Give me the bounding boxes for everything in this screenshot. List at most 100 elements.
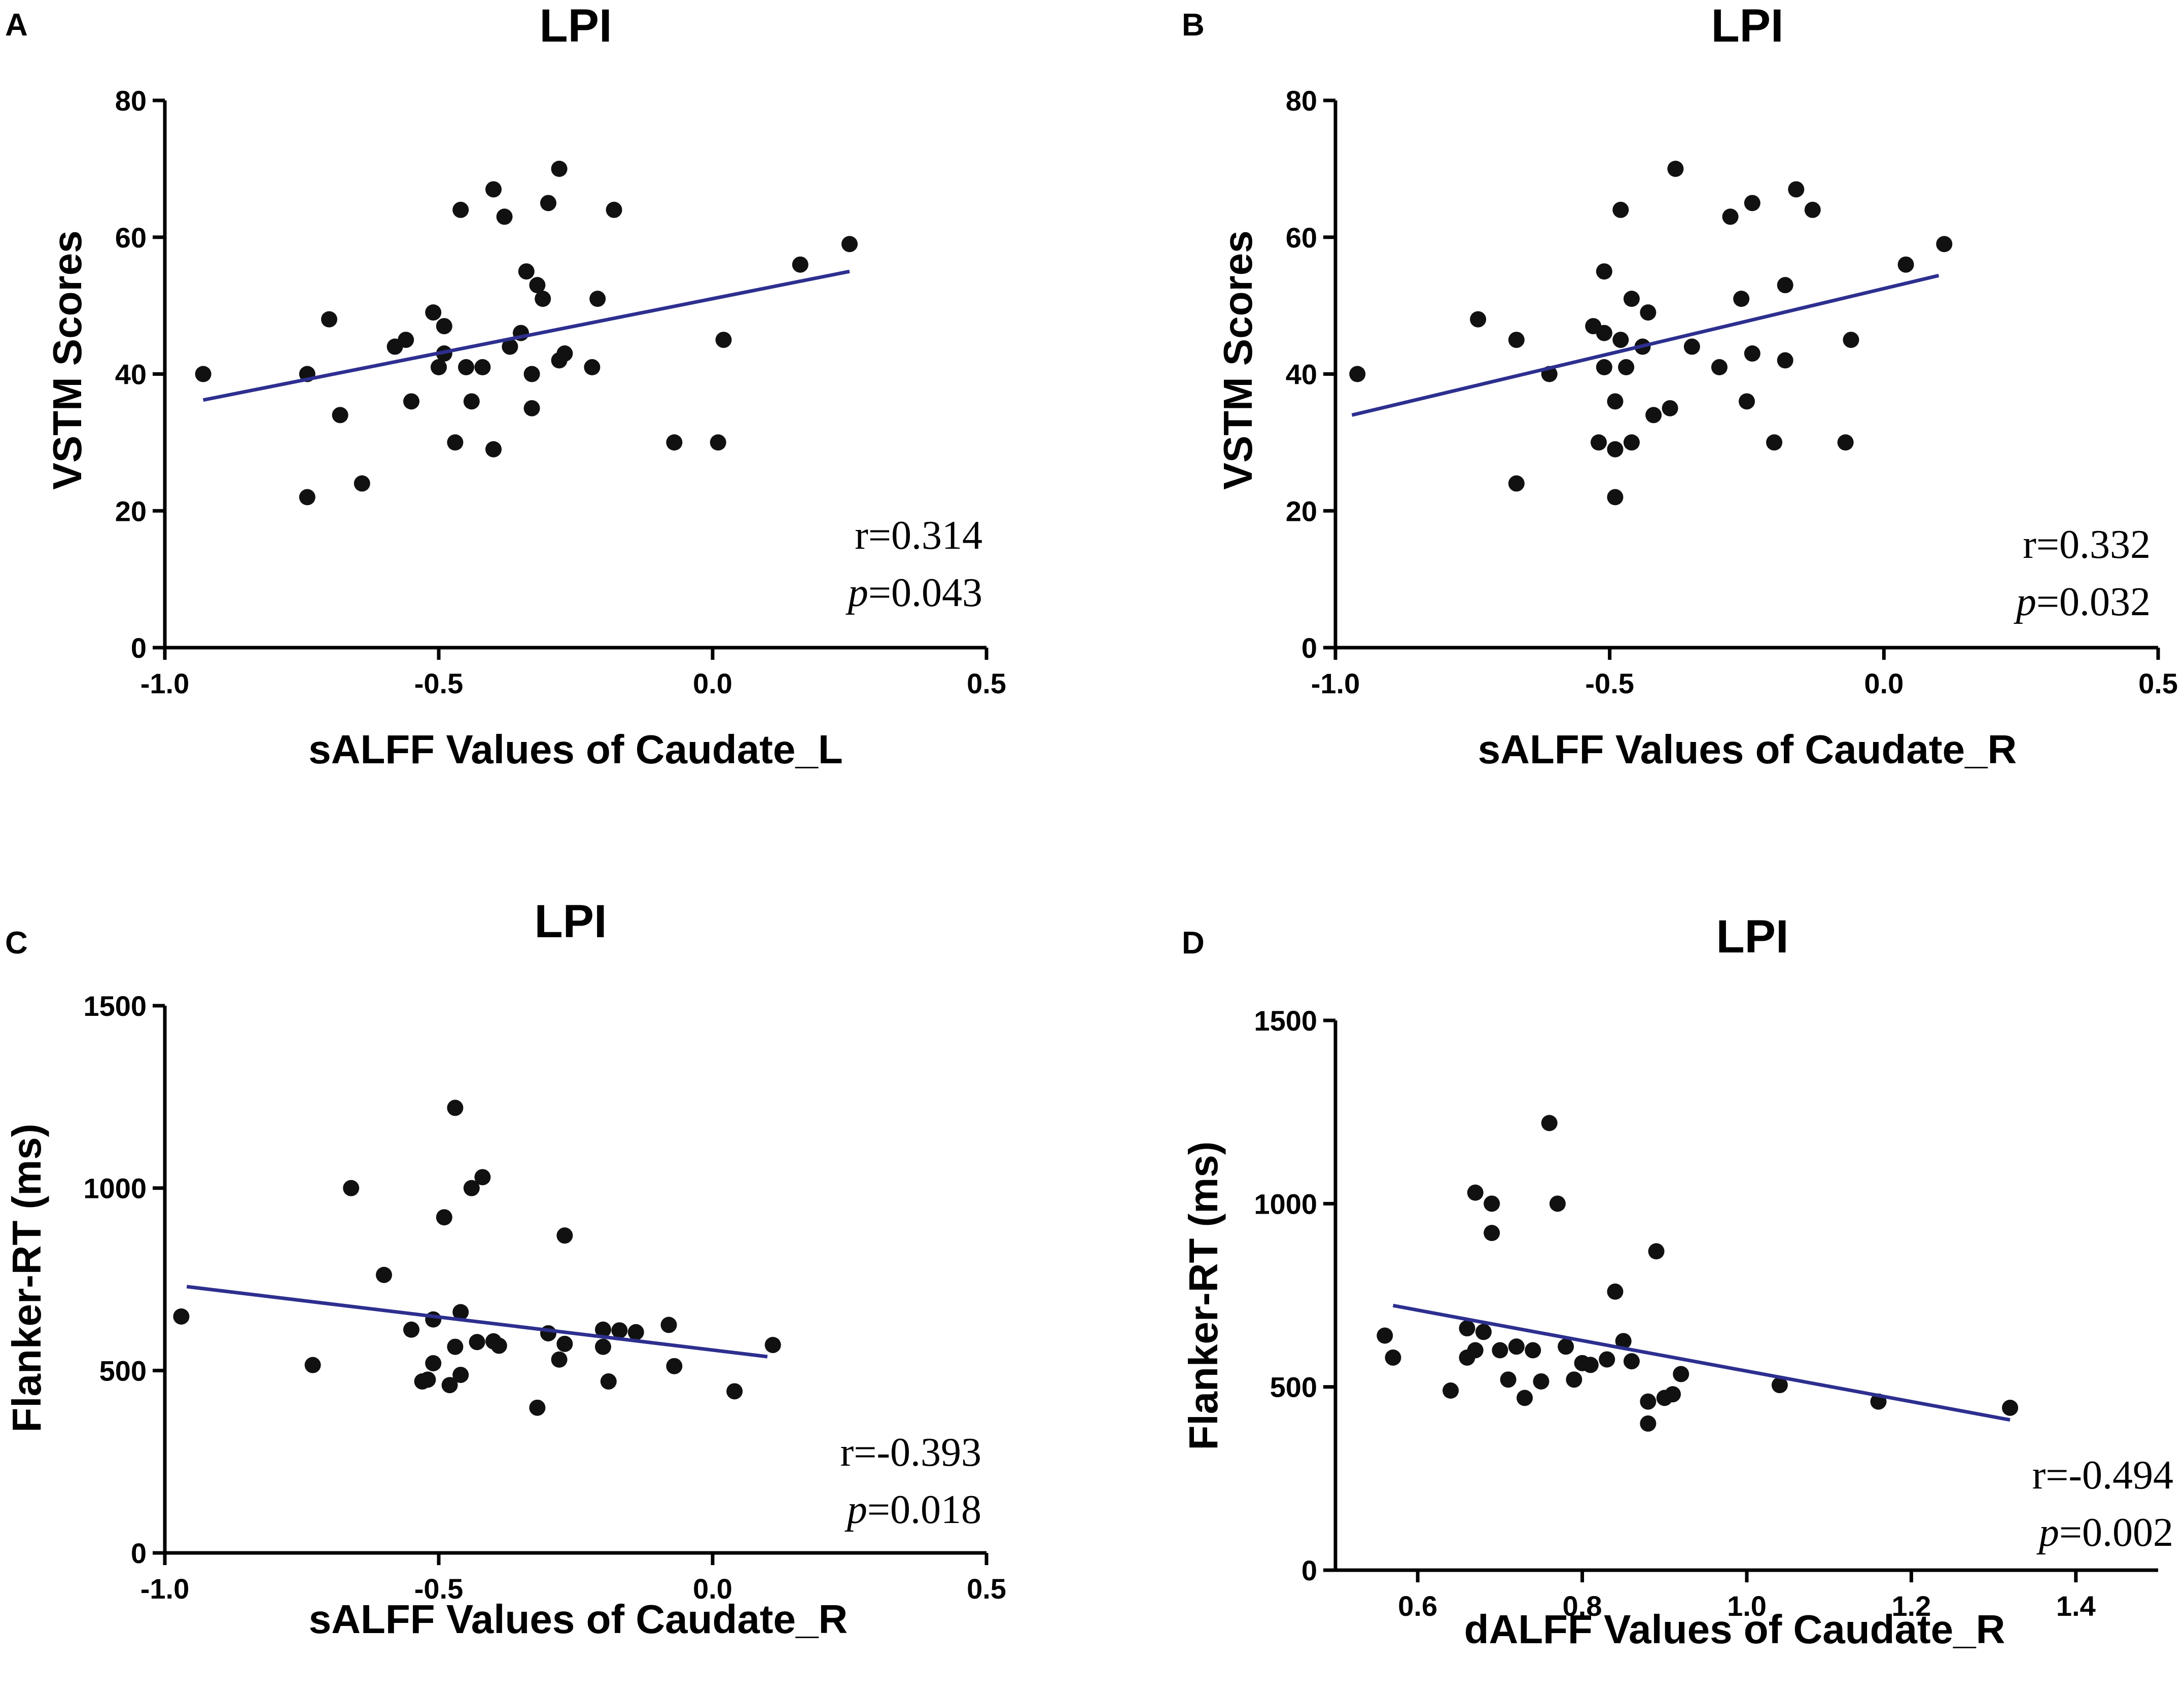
data-point xyxy=(1777,352,1793,369)
data-point xyxy=(600,1373,617,1390)
data-point xyxy=(431,359,447,376)
data-point xyxy=(1607,1283,1624,1300)
data-point xyxy=(1377,1327,1393,1344)
x-tick-label: 0.0 xyxy=(693,667,732,699)
y-tick-label: 500 xyxy=(1270,1371,1317,1403)
data-point xyxy=(1533,1373,1549,1390)
y-tick-label: 1500 xyxy=(83,990,147,1022)
data-point xyxy=(469,1334,485,1351)
y-tick-label: 60 xyxy=(1286,222,1317,254)
data-point xyxy=(1804,201,1821,218)
data-point xyxy=(666,434,683,451)
data-point xyxy=(1739,393,1755,410)
data-point xyxy=(556,1335,573,1352)
p-statistic: p=0.002 xyxy=(2036,1510,2173,1555)
panel-label: B xyxy=(1182,8,1205,43)
y-axis-label: VSTM Scores xyxy=(45,230,90,489)
data-point xyxy=(710,434,726,451)
data-point xyxy=(595,1338,611,1355)
data-point xyxy=(490,1337,507,1354)
data-point xyxy=(551,1351,568,1368)
data-point xyxy=(1766,434,1783,451)
x-tick-label: -1.0 xyxy=(140,667,190,699)
data-point xyxy=(1744,195,1760,211)
data-point xyxy=(1470,311,1487,328)
chart-title: LPI xyxy=(1716,911,1788,963)
panel-a: A LPI VSTM Scores sALFF Values of Caudat… xyxy=(5,0,1006,772)
data-point xyxy=(660,1317,677,1333)
data-point xyxy=(447,434,464,451)
data-point xyxy=(611,1322,628,1339)
data-point xyxy=(1484,1195,1500,1212)
data-point xyxy=(1683,338,1700,355)
data-point xyxy=(1566,1371,1582,1388)
p-statistic: p=0.032 xyxy=(2014,580,2151,624)
data-point xyxy=(1640,1415,1657,1432)
data-point xyxy=(518,263,535,280)
data-point xyxy=(425,304,442,321)
data-point xyxy=(1459,1320,1475,1337)
data-point xyxy=(1722,208,1739,225)
p-statistic: p=0.043 xyxy=(846,571,982,615)
p-value: =0.018 xyxy=(867,1488,981,1532)
data-point xyxy=(589,291,606,307)
data-point xyxy=(1591,434,1607,451)
data-point xyxy=(1385,1349,1401,1366)
data-point xyxy=(1667,160,1684,177)
data-point xyxy=(1788,181,1805,198)
y-tick-label: 20 xyxy=(1286,495,1317,527)
regression-line xyxy=(186,1285,768,1359)
data-point xyxy=(1843,332,1859,348)
data-point xyxy=(1596,263,1612,280)
data-point xyxy=(436,318,452,335)
data-point xyxy=(1349,366,1366,382)
data-point xyxy=(502,338,518,355)
data-point xyxy=(1645,407,1662,423)
x-tick-label: 0.8 xyxy=(1563,1590,1602,1622)
data-point xyxy=(1596,359,1612,376)
data-point xyxy=(1744,345,1760,362)
data-point xyxy=(1837,434,1854,451)
y-tick-label: 0 xyxy=(131,1537,147,1569)
x-tick-label: 1.0 xyxy=(1727,1590,1767,1622)
r-statistic: r=-0.494 xyxy=(2032,1453,2173,1498)
data-point xyxy=(452,1366,469,1383)
data-point xyxy=(1582,1357,1599,1373)
data-point xyxy=(1771,1377,1788,1394)
x-axis-label: sALFF Values of Caudate_L xyxy=(308,727,843,772)
y-axis-label: Flanker-RT (ms) xyxy=(4,1124,49,1433)
data-point xyxy=(1607,489,1624,506)
p-statistic: p=0.018 xyxy=(844,1488,981,1532)
data-point xyxy=(419,1371,436,1388)
data-point xyxy=(523,400,540,416)
panel-label: A xyxy=(5,8,28,43)
data-point xyxy=(299,489,315,506)
data-point xyxy=(726,1383,743,1400)
y-tick-label: 0 xyxy=(1301,1554,1317,1586)
data-point xyxy=(485,441,502,457)
data-point xyxy=(463,1180,480,1196)
data-point xyxy=(452,201,469,218)
data-point xyxy=(1733,291,1750,307)
data-point xyxy=(1618,359,1635,376)
data-point xyxy=(1648,1243,1665,1260)
p-symbol: p xyxy=(846,571,868,615)
data-point xyxy=(1612,201,1629,218)
data-point xyxy=(606,201,622,218)
data-point xyxy=(1596,325,1612,341)
data-point xyxy=(321,311,337,328)
data-point xyxy=(523,366,540,382)
y-axis-label: VSTM Scores xyxy=(1215,230,1260,489)
data-point xyxy=(354,475,370,492)
panel-label: D xyxy=(1182,926,1205,961)
data-point xyxy=(1607,441,1624,457)
data-point xyxy=(458,359,474,376)
x-tick-label: -0.5 xyxy=(414,667,464,699)
data-point xyxy=(496,208,513,225)
p-symbol: p xyxy=(2036,1510,2059,1555)
x-tick-label: -1.0 xyxy=(140,1573,190,1605)
y-tick-label: 80 xyxy=(1286,85,1317,117)
data-point xyxy=(2002,1399,2019,1416)
p-symbol: p xyxy=(844,1488,867,1532)
